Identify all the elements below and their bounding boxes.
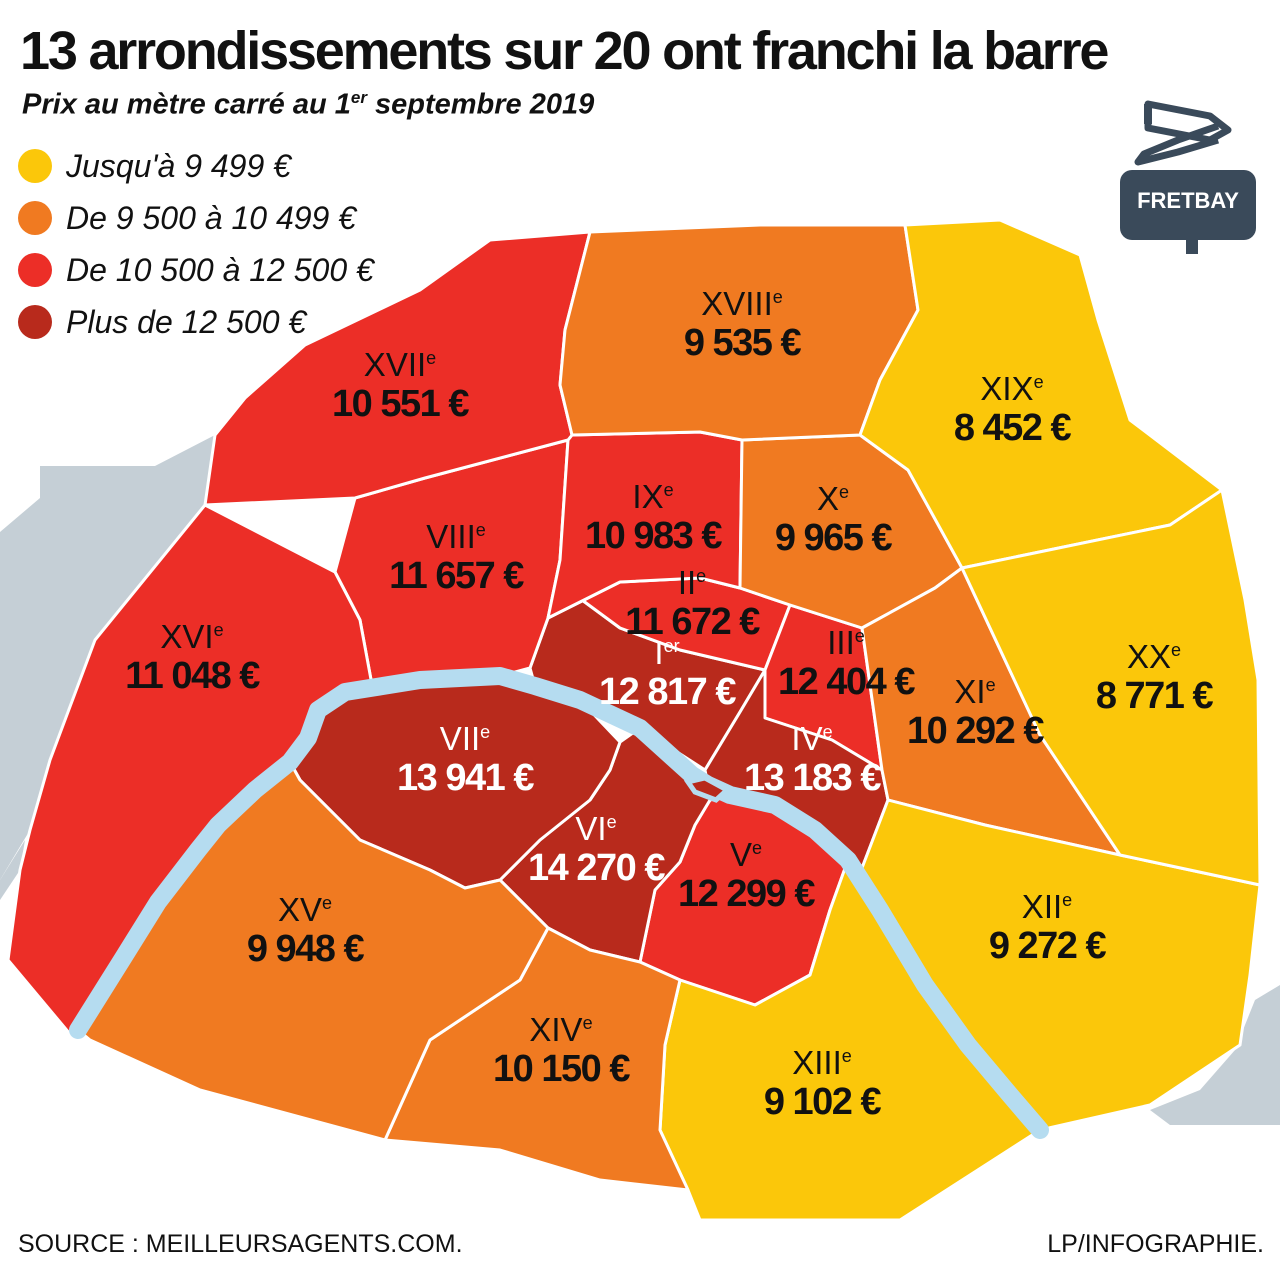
seine-river: [69, 667, 1049, 1139]
legend-label: Plus de 12 500 €: [66, 303, 307, 340]
signpost-icon: [1120, 100, 1256, 254]
legend-dot: [18, 149, 52, 183]
label-xii: XIIe 9 272 €: [988, 888, 1107, 967]
label-xx: XXe 8 771 €: [1095, 638, 1214, 717]
legend: Jusqu'à 9 499 € De 9 500 à 10 499 € De 1…: [18, 140, 374, 348]
legend-label: De 10 500 à 12 500 €: [66, 251, 374, 288]
legend-item: De 9 500 à 10 499 €: [18, 192, 374, 244]
legend-label: Jusqu'à 9 499 €: [66, 147, 291, 184]
legend-dot: [18, 305, 52, 339]
label-ix: IXe 10 983 €: [585, 478, 722, 557]
outside-land-west: [0, 435, 215, 880]
label-xix: XIXe 8 452 €: [953, 370, 1072, 449]
label-xiii: XIIIe 9 102 €: [763, 1044, 882, 1123]
label-xiv: XIVe 10 150 €: [493, 1011, 630, 1090]
label-xviii: XVIIIe 9 535 €: [683, 285, 802, 364]
page-title: 13 arrondissements sur 20 ont franchi la…: [20, 21, 1109, 81]
outside-land-east: [1150, 985, 1280, 1125]
label-vi: VIe 14 270 €: [528, 810, 665, 889]
label-v: Ve 12 299 €: [678, 836, 815, 915]
credit-note: LP/INFOGRAPHIE.: [1047, 1230, 1264, 1258]
label-i: Ier 12 817 €: [599, 634, 736, 713]
legend-item: Plus de 12 500 €: [18, 296, 374, 348]
label-iv: IVe 13 183 €: [744, 720, 881, 799]
page-subtitle: Prix au mètre carré au 1er septembre 201…: [22, 88, 595, 121]
legend-item: De 10 500 à 12 500 €: [18, 244, 374, 296]
outside-land-west-lower: [0, 840, 25, 900]
source-note: SOURCE : MEILLEURSAGENTS.COM.: [18, 1230, 463, 1258]
label-ii: IIe 11 672 €: [625, 564, 760, 643]
legend-label: De 9 500 à 10 499 €: [66, 199, 357, 236]
label-x: Xe 9 965 €: [774, 480, 893, 559]
legend-item: Jusqu'à 9 499 €: [18, 140, 374, 192]
label-vii: VIIe 13 941 €: [397, 720, 534, 799]
legend-dot: [18, 253, 52, 287]
district-xviii: [558, 223, 920, 442]
label-xi: XIe 10 292 €: [907, 673, 1044, 752]
district-xx: [960, 488, 1262, 887]
label-xvii: XVIIe 10 551 €: [332, 346, 469, 425]
label-viii: VIIIe 11 657 €: [389, 518, 524, 597]
logo-text: FRETBAY: [1137, 188, 1239, 213]
label-xv: XVe 9 948 €: [246, 891, 365, 970]
legend-dot: [18, 201, 52, 235]
label-iii: IIIe 12 404 €: [778, 624, 915, 703]
label-xvi: XVIe 11 048 €: [125, 618, 260, 697]
ile-de-la-cite: [683, 775, 732, 803]
